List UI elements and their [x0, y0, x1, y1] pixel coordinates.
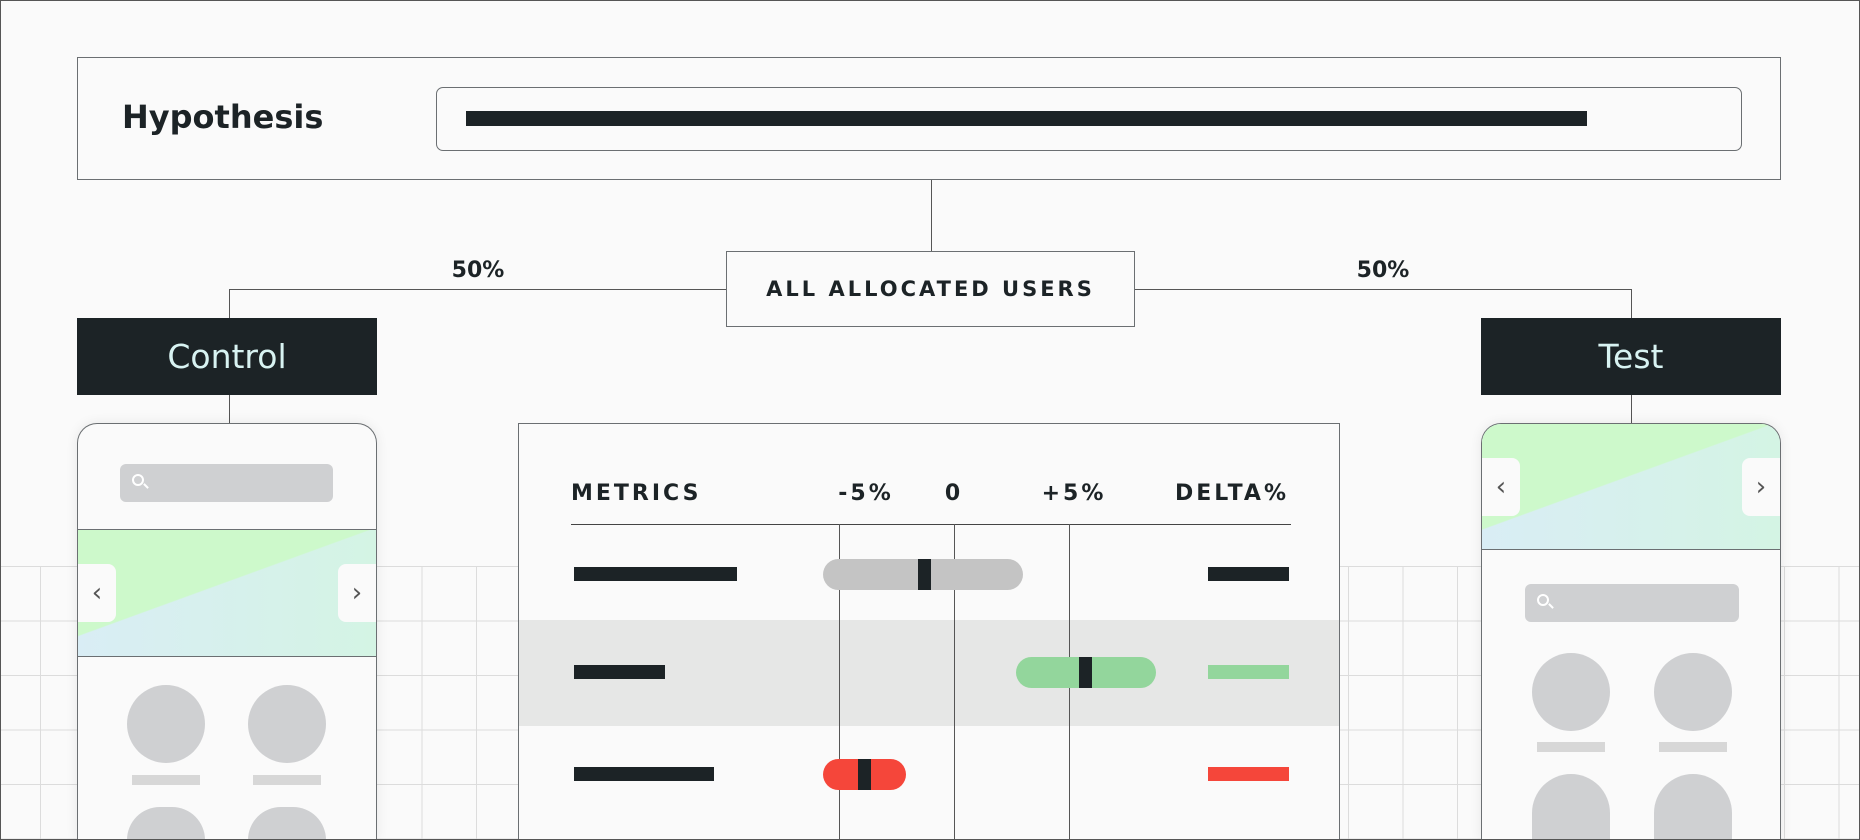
- test-label: Test: [1598, 337, 1664, 376]
- confidence-interval-neutral: [822, 559, 1023, 590]
- product-image: [1654, 774, 1732, 840]
- connector: [1135, 289, 1632, 290]
- hypothesis-label: Hypothesis: [122, 98, 324, 136]
- product-image: [1532, 653, 1610, 731]
- metric-name-placeholder: [574, 767, 714, 781]
- metric-name-placeholder: [574, 665, 665, 679]
- gridline-zero: [954, 524, 955, 840]
- header-minus-5: -5%: [838, 481, 894, 506]
- search-icon: [1537, 594, 1549, 606]
- control-label: Control: [167, 337, 287, 376]
- search-bar[interactable]: [1525, 584, 1739, 622]
- confidence-interval-positive: [1016, 657, 1157, 688]
- control-group-node: Control: [77, 318, 377, 395]
- metric-name-placeholder: [574, 567, 737, 581]
- allocation-label: ALL ALLOCATED USERS: [766, 277, 1095, 301]
- metrics-panel: METRICS -5% 0 +5% DELTA%: [518, 423, 1340, 840]
- product-caption: [1659, 742, 1727, 752]
- connector: [229, 289, 230, 318]
- chevron-right-icon[interactable]: ›: [338, 564, 376, 622]
- chevron-right-icon[interactable]: ›: [1742, 458, 1780, 516]
- header-delta: DELTA%: [1174, 481, 1289, 506]
- header-zero: 0: [944, 481, 964, 506]
- connector: [229, 395, 230, 423]
- chevron-left-icon[interactable]: ‹: [78, 564, 116, 622]
- delta-placeholder: [1208, 767, 1289, 781]
- confidence-interval-negative: [822, 759, 906, 790]
- connector: [1631, 289, 1632, 318]
- product-image: [127, 685, 205, 763]
- search-icon: [132, 474, 144, 486]
- control-phone-mockup: ‹ ›: [77, 423, 377, 840]
- banner-carousel: ‹ ›: [78, 529, 376, 657]
- connector: [229, 289, 726, 290]
- product-caption: [1537, 742, 1605, 752]
- estimate-marker: [918, 559, 932, 590]
- header-divider: [571, 524, 1291, 525]
- control-split-label: 50%: [451, 258, 505, 283]
- product-image: [1532, 774, 1610, 840]
- product-caption: [253, 775, 321, 785]
- search-bar[interactable]: [120, 464, 333, 502]
- connector: [931, 180, 932, 251]
- estimate-marker: [1079, 657, 1093, 688]
- test-group-node: Test: [1481, 318, 1781, 395]
- test-split-label: 50%: [1356, 258, 1410, 283]
- header-plus-5: +5%: [1041, 481, 1107, 506]
- test-phone-mockup: ‹ ›: [1481, 423, 1781, 840]
- banner-carousel: ‹ ›: [1482, 424, 1780, 550]
- product-caption: [132, 775, 200, 785]
- hypothesis-text-placeholder: [466, 111, 1587, 126]
- connector: [1631, 395, 1632, 423]
- chevron-left-icon[interactable]: ‹: [1482, 458, 1520, 516]
- delta-placeholder: [1208, 665, 1289, 679]
- all-allocated-users-node: ALL ALLOCATED USERS: [726, 251, 1135, 327]
- header-metrics: METRICS: [571, 481, 702, 506]
- product-image: [1654, 653, 1732, 731]
- estimate-marker: [858, 759, 872, 790]
- gridline-minus-5: [839, 524, 840, 840]
- delta-placeholder: [1208, 567, 1289, 581]
- product-image: [248, 685, 326, 763]
